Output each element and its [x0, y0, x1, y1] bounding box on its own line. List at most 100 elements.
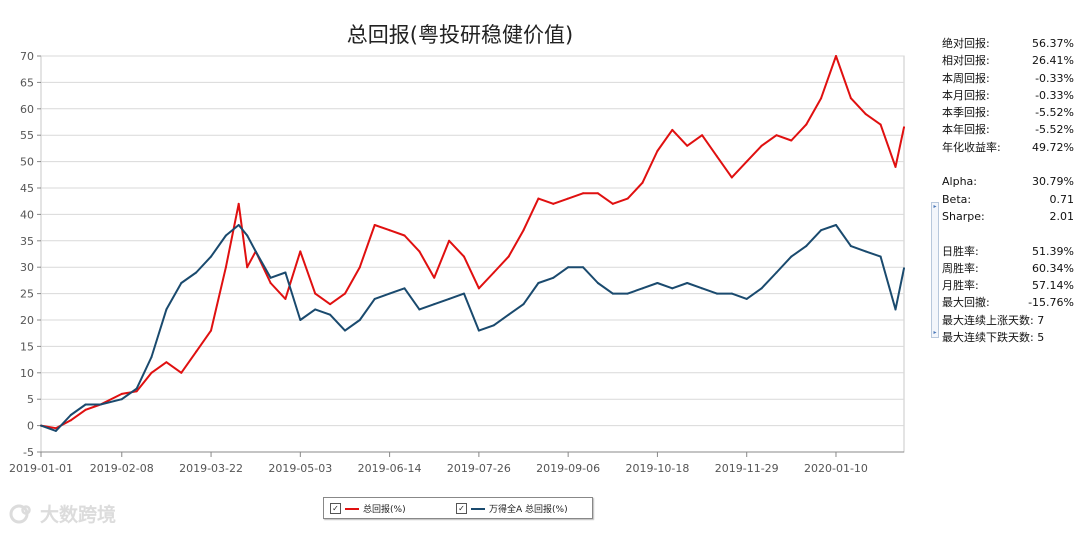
- series-point: [507, 313, 510, 316]
- y-tick-label: 15: [20, 340, 34, 353]
- y-tick-label: 60: [20, 103, 34, 116]
- stat-value: -5.52%: [1035, 123, 1074, 137]
- stat-row: 相对回报: 26.41%: [942, 52, 1074, 69]
- stat-value: 51.39%: [1032, 244, 1074, 258]
- x-tick-label: 2019-03-22: [179, 462, 243, 475]
- series-point: [903, 267, 905, 270]
- series-point: [864, 113, 867, 116]
- series-point: [314, 308, 317, 311]
- series-point: [626, 292, 629, 295]
- series-point: [477, 329, 480, 332]
- series-point: [237, 223, 240, 226]
- series-point: [135, 387, 138, 390]
- stat-row: 日胜率: 51.39%: [942, 243, 1074, 260]
- series-point: [894, 165, 897, 168]
- series-point: [730, 292, 733, 295]
- x-tick-label: 2019-05-03: [268, 462, 332, 475]
- y-tick-label: 20: [20, 314, 34, 327]
- chart-legend: ✓ 总回报(%) ✓ 万得全A 总回报(%): [323, 497, 593, 519]
- checkbox-checked-icon[interactable]: ✓: [330, 503, 341, 514]
- series-point: [180, 371, 183, 374]
- chart-plot: -5 0 5 10 15 20 25 30 35 40 45 50 55 60 65 70 2019-01-01…: [9, 50, 905, 475]
- series-point: [522, 229, 525, 232]
- stat-row: 年化收益率: 49.72%: [942, 139, 1074, 156]
- y-tick-label: 50: [20, 156, 34, 169]
- stat-label: 周胜率:: [942, 261, 979, 275]
- series-point: [715, 292, 718, 295]
- y-tick-label: 5: [27, 393, 34, 406]
- series-point: [582, 192, 585, 195]
- y-tick-label: 25: [20, 288, 34, 301]
- stat-value: -0.33%: [1035, 88, 1074, 102]
- series-point: [849, 245, 852, 248]
- stat-label: 最大连续下跌天数: 5: [942, 331, 1045, 345]
- series-point: [418, 250, 421, 253]
- panel-resize-handle[interactable]: ▸ ▸: [931, 202, 939, 338]
- series-point: [224, 266, 227, 269]
- series-point: [820, 229, 823, 232]
- x-tick-label: 2019-07-26: [447, 462, 511, 475]
- x-tick-label: 2019-02-08: [90, 462, 154, 475]
- series-point: [462, 292, 465, 295]
- series-point: [522, 303, 525, 306]
- series-point: [462, 255, 465, 258]
- series-point: [477, 287, 480, 290]
- series-point: [537, 282, 540, 285]
- stat-label: 月胜率:: [942, 279, 979, 293]
- plot-frame: [40, 55, 905, 453]
- stat-row: 本年回报: -5.52%: [942, 121, 1074, 138]
- series-point: [879, 255, 882, 258]
- series-point: [805, 123, 808, 126]
- series-point: [99, 403, 102, 406]
- stat-label: 绝对回报:: [942, 37, 990, 50]
- x-tick-label: 2019-09-06: [536, 462, 600, 475]
- stat-value: -0.33%: [1035, 71, 1074, 85]
- series-point: [343, 292, 346, 295]
- series-point: [849, 97, 852, 100]
- series-point: [537, 197, 540, 200]
- series-point: [373, 297, 376, 300]
- logo-swirl-icon: [9, 504, 31, 523]
- series-point: [805, 245, 808, 248]
- stat-label: 本月回报:: [942, 88, 990, 102]
- stat-row: 月胜率: 57.14%: [942, 277, 1074, 294]
- series-point: [492, 324, 495, 327]
- stat-label: 本年回报:: [942, 123, 990, 137]
- legend-item-wind-a[interactable]: ✓ 万得全A 总回报(%): [456, 502, 568, 515]
- series-point: [269, 276, 272, 279]
- series-point: [165, 361, 168, 364]
- series-point: [69, 414, 72, 417]
- watermark: 大数跨境: [8, 500, 116, 527]
- series-point: [834, 223, 837, 226]
- y-tick-label: 0: [27, 420, 34, 433]
- stat-value: 60.34%: [1032, 261, 1074, 275]
- x-tick-label: 2019-11-29: [715, 462, 779, 475]
- series-point: [745, 160, 748, 163]
- series-point: [701, 287, 704, 290]
- y-tick-label: 40: [20, 208, 34, 221]
- stat-row: 绝对回报: 56.37%: [942, 35, 1074, 52]
- stat-label: 最大回撤:: [942, 296, 990, 310]
- y-tick-label: -5: [23, 446, 34, 459]
- stat-label: 年化收益率:: [942, 140, 1001, 154]
- series-point: [641, 181, 644, 184]
- x-tick-label: 2019-01-01: [9, 462, 73, 475]
- series-point: [760, 144, 763, 147]
- series-point: [611, 202, 614, 205]
- checkbox-checked-icon[interactable]: ✓: [456, 503, 467, 514]
- stat-row: Beta: 0.71: [942, 191, 1074, 208]
- series-point: [775, 134, 778, 137]
- series-point: [567, 197, 570, 200]
- stat-row: Alpha: 30.79%: [942, 173, 1074, 190]
- stat-value: 26.41%: [1032, 54, 1074, 68]
- series-point: [552, 276, 555, 279]
- legend-label: 万得全A 总回报(%): [489, 505, 568, 515]
- series-point: [820, 97, 823, 100]
- legend-item-total-return[interactable]: ✓ 总回报(%): [330, 502, 406, 515]
- y-tick-label: 45: [20, 182, 34, 195]
- y-tick-label: 55: [20, 129, 34, 142]
- stat-label: Alpha:: [942, 175, 977, 189]
- y-tick-label: 65: [20, 76, 34, 89]
- series-point: [373, 223, 376, 226]
- stat-label: 最大连续上涨天数: 7: [942, 313, 1045, 327]
